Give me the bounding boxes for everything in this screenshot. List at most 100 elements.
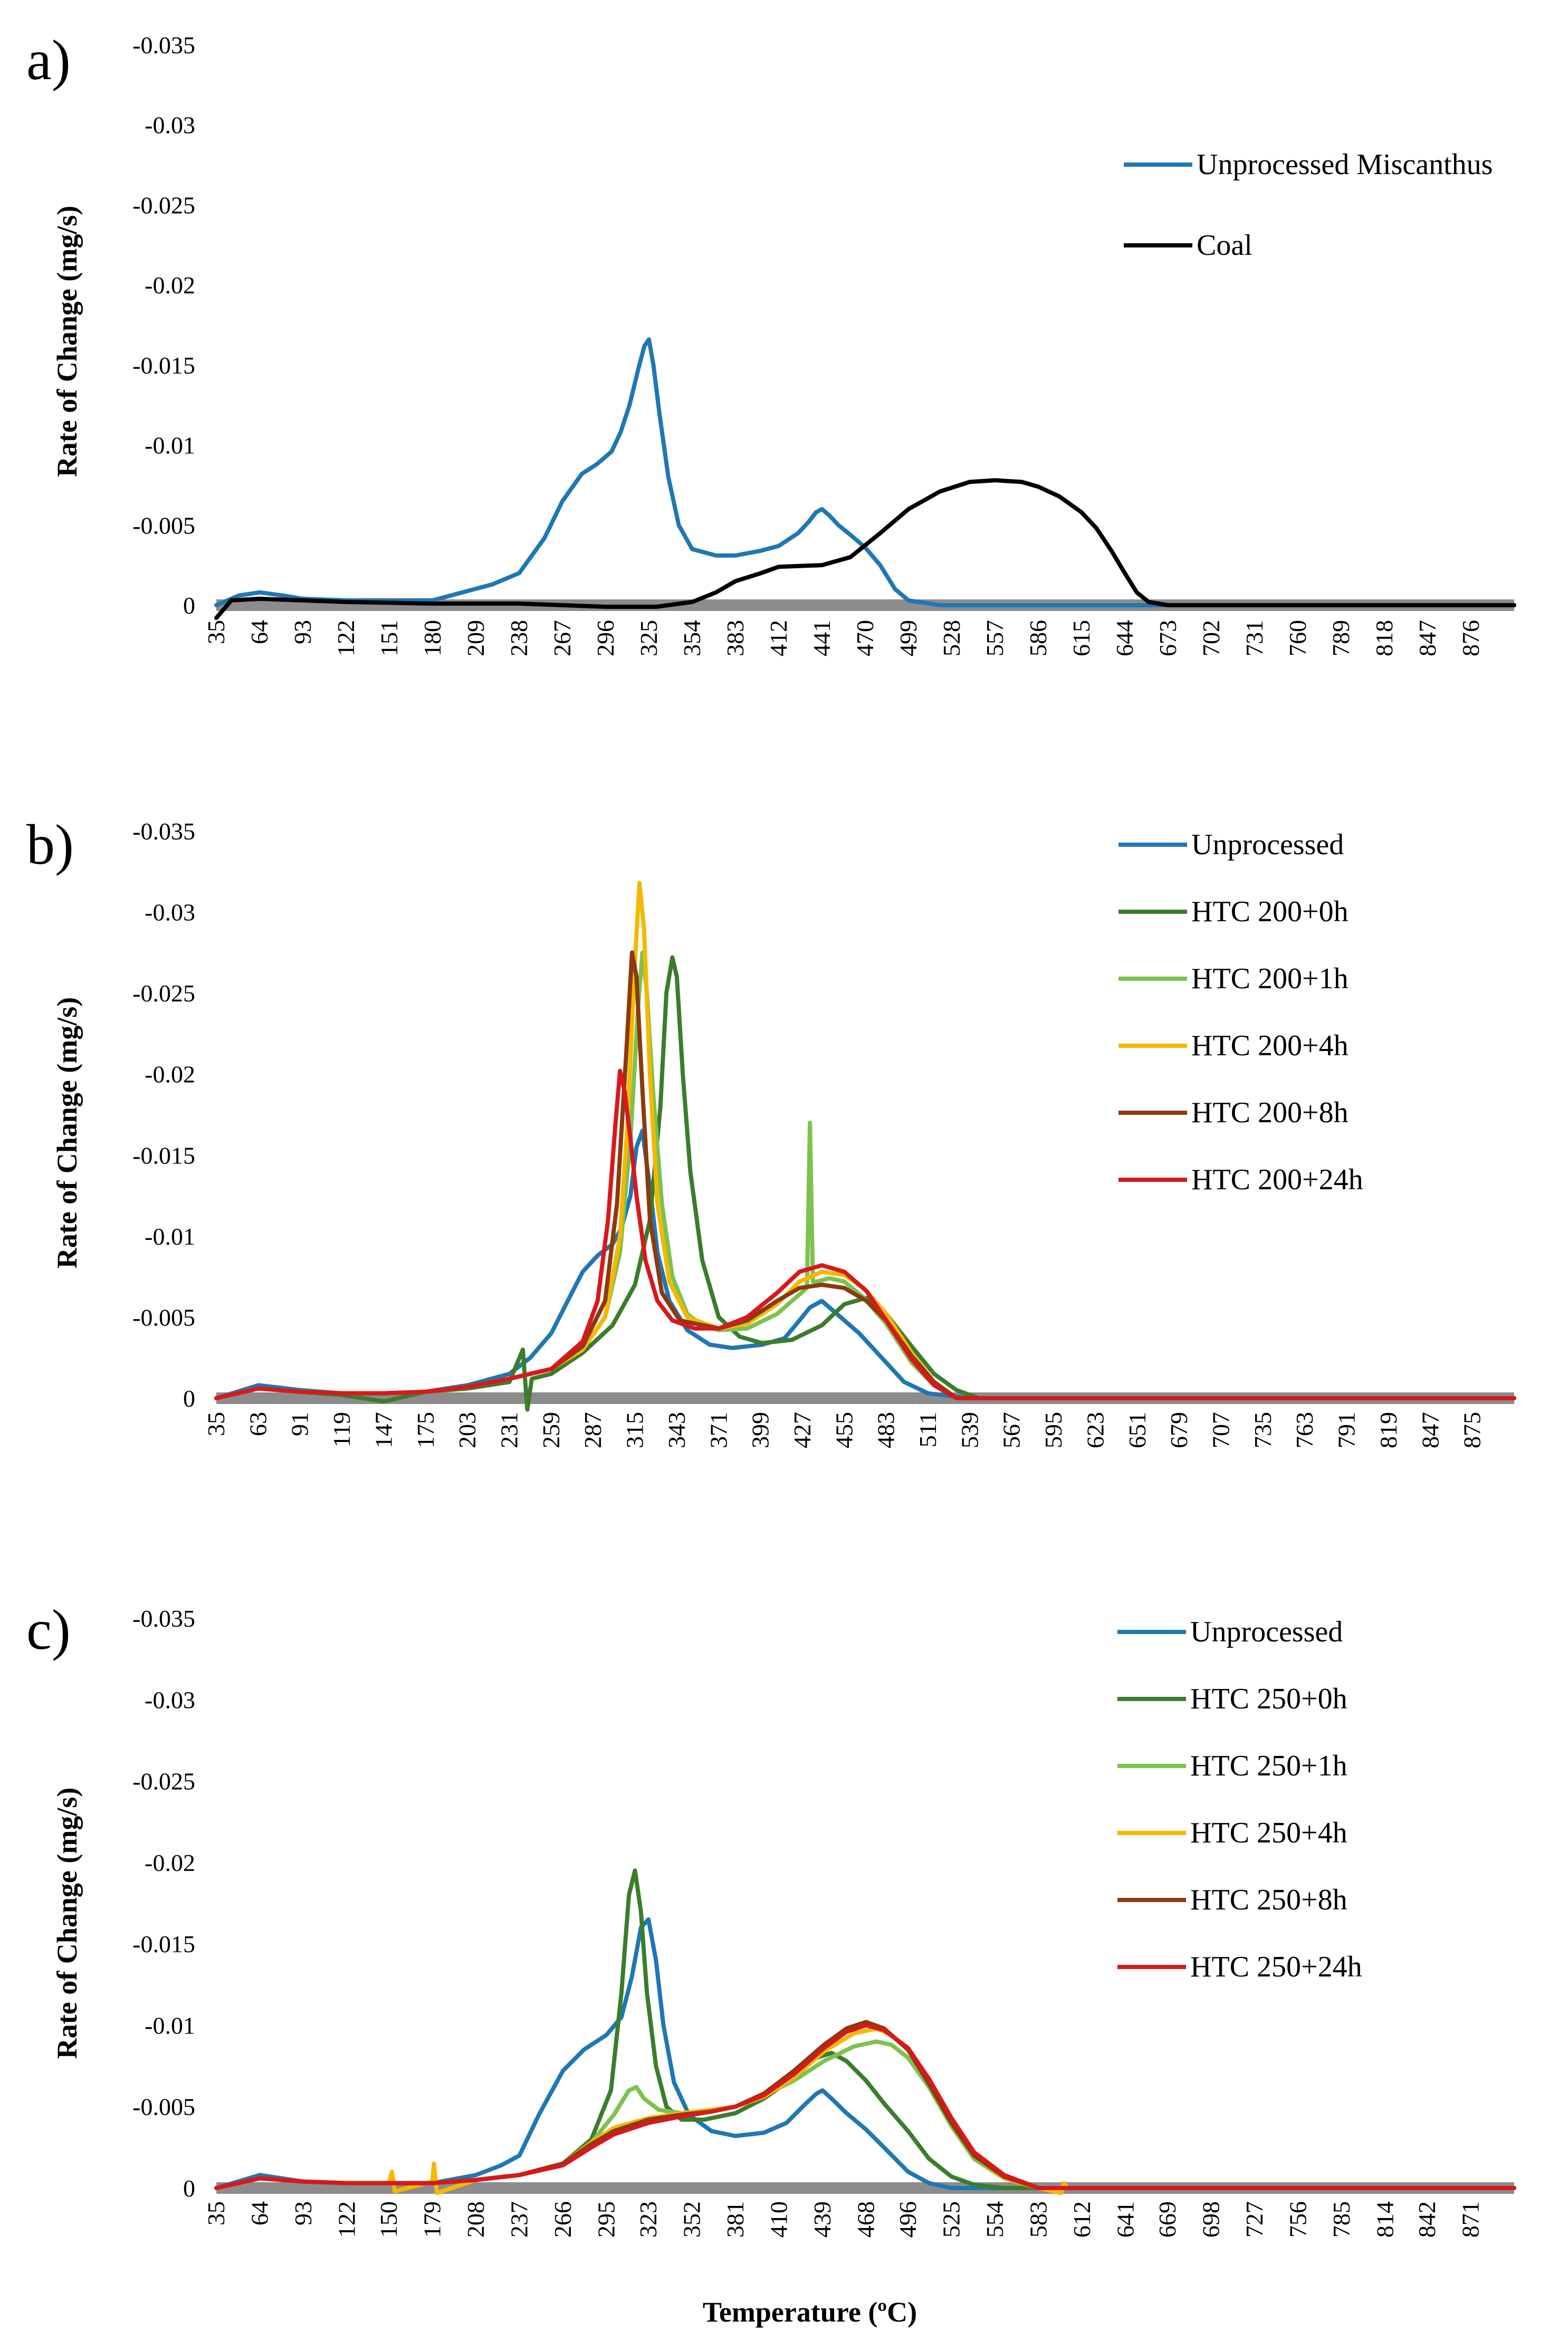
- x-tick-label: 651: [1124, 1412, 1151, 1448]
- x-tick-label: 455: [830, 1412, 857, 1448]
- y-axis-title: Rate of Change (mg/s): [51, 1788, 83, 2059]
- x-tick-label: 557: [981, 620, 1008, 656]
- x-tick-label: 119: [328, 1412, 355, 1447]
- x-tick-label: 818: [1371, 620, 1398, 656]
- x-tick-label: 644: [1111, 620, 1138, 656]
- y-tick-label: -0.035: [132, 1605, 195, 1632]
- x-tick-label: 842: [1413, 2201, 1440, 2238]
- x-tick-label: 151: [376, 620, 403, 656]
- x-tick-label: 789: [1327, 620, 1354, 656]
- x-tick-label: 287: [579, 1412, 606, 1448]
- y-tick-label: -0.025: [132, 980, 195, 1007]
- x-tick-label: 735: [1249, 1412, 1276, 1448]
- x-tick-label: 150: [375, 2201, 402, 2238]
- x-tick-label: 679: [1165, 1412, 1192, 1448]
- series-line-coal: [214, 478, 1516, 620]
- x-tick-label: 381: [722, 2201, 749, 2238]
- series-line-htc-250-24h: [214, 2023, 1516, 2190]
- x-tick-label: 354: [678, 620, 705, 656]
- x-tick-label: 371: [705, 1412, 732, 1448]
- x-tick-label: 511: [914, 1412, 941, 1447]
- x-tick-label: 209: [462, 620, 489, 656]
- x-tick-label: 64: [246, 620, 273, 644]
- y-tick-label: -0.02: [145, 272, 195, 299]
- x-tick-label: 208: [462, 2201, 489, 2238]
- y-axis-title: Rate of Change (mg/s): [51, 997, 83, 1268]
- x-tick-label: 175: [412, 1412, 439, 1448]
- y-tick-label: 0: [183, 1385, 195, 1412]
- x-tick-label: 760: [1284, 620, 1311, 656]
- x-tick-label: 412: [765, 620, 792, 656]
- x-tick-label: 707: [1208, 1412, 1235, 1448]
- x-tick-label: 122: [333, 2201, 360, 2238]
- x-tick-label: 731: [1241, 620, 1268, 656]
- x-tick-label: 91: [286, 1412, 313, 1436]
- x-tick-label: 35: [203, 1412, 230, 1436]
- x-tick-label: 296: [592, 620, 619, 656]
- x-tick-label: 669: [1154, 2201, 1181, 2238]
- y-tick-label: -0.01: [145, 2012, 195, 2039]
- y-tick-label: -0.035: [132, 818, 195, 845]
- x-tick-label: 641: [1112, 2201, 1139, 2238]
- legend-label: HTC 200+24h: [1191, 1163, 1363, 1196]
- x-tick-label: 259: [538, 1412, 565, 1448]
- legend-label: Coal: [1197, 229, 1253, 262]
- x-tick-label: 763: [1291, 1412, 1318, 1448]
- panel-label: b): [26, 814, 74, 876]
- x-tick-label: 315: [622, 1412, 648, 1448]
- y-tick-label: -0.015: [132, 1142, 195, 1169]
- series-line-htc-250-8h: [214, 2020, 1516, 2190]
- x-tick-label: 468: [852, 2201, 879, 2238]
- x-tick-label: 180: [419, 620, 446, 656]
- x-tick-label: 439: [809, 2201, 836, 2238]
- x-tick-label: 499: [895, 620, 922, 656]
- x-tick-label: 323: [635, 2201, 662, 2238]
- y-axis-title: Rate of Change (mg/s): [51, 206, 83, 477]
- x-tick-label: 525: [938, 2201, 965, 2238]
- x-tick-label: 35: [203, 620, 230, 644]
- y-tick-label: 0: [183, 2175, 195, 2202]
- legend-label: HTC 200+1h: [1191, 962, 1349, 995]
- x-tick-label: 698: [1198, 2201, 1225, 2238]
- x-axis-title: Temperature (ºC): [703, 2296, 917, 2328]
- x-tick-label: 231: [495, 1412, 522, 1448]
- x-tick-label: 238: [505, 620, 532, 656]
- panel-label: c): [26, 1599, 71, 1661]
- x-tick-label: 35: [203, 2201, 230, 2226]
- legend-label: Unprocessed Miscanthus: [1197, 148, 1493, 181]
- series-line-htc-200-24h: [214, 1068, 1516, 1400]
- x-tick-label: 179: [419, 2201, 446, 2238]
- x-tick-label: 727: [1241, 2201, 1268, 2238]
- series-line-htc-250-1h: [214, 2039, 1516, 2190]
- legend-label: HTC 200+0h: [1191, 895, 1349, 928]
- x-tick-label: 441: [808, 620, 835, 656]
- x-tick-label: 383: [722, 620, 749, 656]
- legend-label: HTC 250+8h: [1190, 1884, 1347, 1916]
- x-tick-label: 791: [1333, 1412, 1360, 1448]
- legend-label: HTC 200+8h: [1191, 1096, 1349, 1129]
- y-tick-label: -0.01: [145, 1223, 195, 1250]
- x-tick-label: 847: [1417, 1412, 1443, 1448]
- x-tick-label: 847: [1414, 620, 1441, 656]
- legend-label: Unprocessed: [1190, 1616, 1343, 1648]
- x-tick-label: 702: [1198, 620, 1225, 656]
- y-tick-label: -0.03: [145, 899, 195, 926]
- x-tick-label: 819: [1375, 1412, 1402, 1448]
- x-tick-label: 756: [1284, 2201, 1311, 2238]
- y-tick-label: -0.005: [132, 1304, 195, 1331]
- x-tick-label: 147: [370, 1412, 397, 1448]
- x-tick-label: 871: [1457, 2201, 1484, 2238]
- x-tick-label: 814: [1371, 2201, 1398, 2238]
- x-tick-label: 267: [549, 620, 576, 656]
- series-line-htc-200-4h: [214, 881, 1516, 1400]
- x-tick-label: 295: [592, 2201, 619, 2238]
- legend-label: HTC 200+4h: [1191, 1029, 1349, 1062]
- y-tick-label: -0.02: [145, 1061, 195, 1088]
- panel-label: a): [26, 29, 71, 92]
- x-tick-label: 785: [1328, 2201, 1355, 2238]
- x-tick-label: 612: [1068, 2201, 1095, 2238]
- y-tick-label: -0.02: [145, 1849, 195, 1876]
- x-tick-label: 399: [747, 1412, 774, 1448]
- legend-label: HTC 250+1h: [1190, 1750, 1347, 1782]
- chart-panel-a: a) Rate of Change (mg/s) -0.035 -0.03 -0.0…: [26, 29, 1516, 656]
